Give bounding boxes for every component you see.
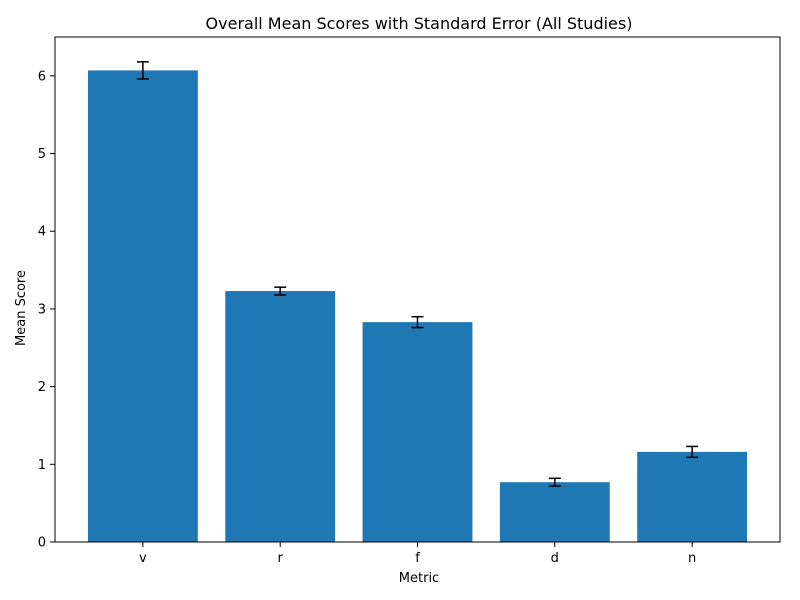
x-tick-label-n: n <box>688 551 696 566</box>
axes-layer: v r f d n 0 1 2 3 4 5 6 <box>38 36 781 566</box>
chart-title: Overall Mean Scores with Standard Error … <box>206 14 633 33</box>
bar-v <box>87 70 198 543</box>
error-bar-n <box>686 445 699 459</box>
y-tick-label-2: 2 <box>38 380 46 395</box>
bars-layer <box>87 70 748 543</box>
error-bar-f <box>411 315 424 329</box>
error-bar-r <box>274 286 287 296</box>
x-tick-label-f: f <box>415 551 420 566</box>
x-tick-label-v: v <box>139 551 147 566</box>
y-tick-label-0: 0 <box>38 536 46 551</box>
bar-n <box>637 451 748 542</box>
error-bar-d <box>548 477 561 487</box>
y-tick-label-5: 5 <box>38 147 46 162</box>
y-tick-label-4: 4 <box>38 225 46 240</box>
bar-r <box>225 291 336 542</box>
y-tick-label-3: 3 <box>38 302 46 317</box>
bar-d <box>499 482 610 542</box>
y-tick-label-6: 6 <box>38 69 46 84</box>
bar-f <box>362 322 473 542</box>
y-axis-label: Mean Score <box>14 270 29 346</box>
error-bars-layer <box>136 61 699 487</box>
error-bar-v <box>136 61 149 80</box>
x-axis-label: Metric <box>399 571 439 586</box>
y-tick-label-1: 1 <box>38 458 46 473</box>
x-tick-label-d: d <box>551 551 559 566</box>
plot-frame <box>54 36 781 543</box>
x-tick-label-r: r <box>278 551 284 566</box>
